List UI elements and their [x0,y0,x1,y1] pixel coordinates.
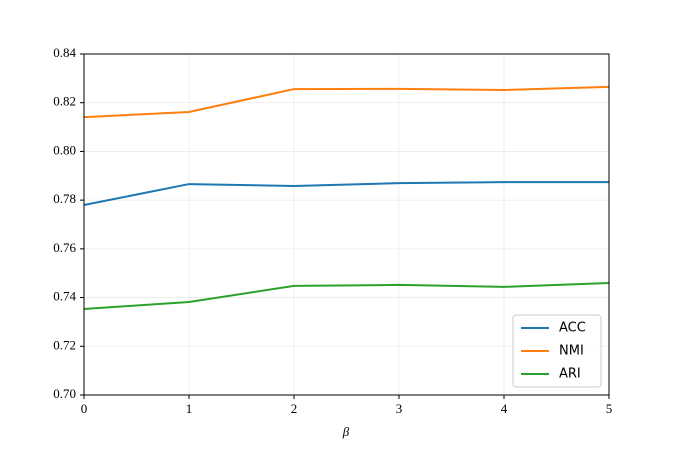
legend-box [512,314,602,388]
x-tick-label: 3 [396,401,403,416]
x-axis-label: β [342,424,350,439]
legend-label: NMI [559,344,584,359]
y-tick-label: 0.84 [53,45,76,60]
x-tick-label: 2 [291,401,298,416]
x-tick-label: 4 [501,401,508,416]
x-tick-label: 5 [606,401,613,416]
line-series [83,85,610,119]
y-tick-label: 0.72 [53,337,76,352]
y-tick-label: 0.76 [53,240,76,255]
plot-frame [83,53,610,396]
legend-label: ARI [559,367,581,382]
y-tick-label: 0.70 [53,386,76,401]
line-series [83,181,609,206]
x-tick-label: 1 [186,401,193,416]
x-tick-label: 0 [81,401,88,416]
y-tick-label: 0.82 [53,94,76,109]
line-series [83,281,610,311]
y-tick-label: 0.80 [53,142,76,157]
y-tick-label: 0.74 [53,289,76,304]
legend-label: ACC [559,321,586,336]
y-tick-label: 0.78 [53,191,76,206]
